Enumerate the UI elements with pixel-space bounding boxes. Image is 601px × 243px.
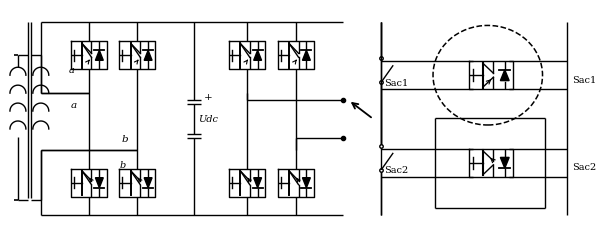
- Polygon shape: [96, 50, 103, 60]
- Text: Udc: Udc: [198, 114, 218, 123]
- Text: Sac1: Sac1: [384, 79, 409, 88]
- Text: b: b: [121, 135, 128, 144]
- Polygon shape: [254, 178, 261, 188]
- Text: b: b: [119, 161, 126, 170]
- Polygon shape: [302, 178, 310, 188]
- Text: +: +: [204, 93, 213, 102]
- Text: a: a: [71, 101, 77, 110]
- Polygon shape: [144, 178, 152, 188]
- Polygon shape: [501, 70, 509, 81]
- Polygon shape: [501, 157, 509, 168]
- Polygon shape: [254, 50, 261, 60]
- Text: a: a: [69, 66, 75, 75]
- Text: Sac2: Sac2: [384, 166, 409, 175]
- Polygon shape: [302, 50, 310, 60]
- Text: Sac2: Sac2: [572, 163, 597, 172]
- Polygon shape: [96, 178, 103, 188]
- Polygon shape: [144, 50, 152, 60]
- Text: Sac1: Sac1: [572, 76, 597, 85]
